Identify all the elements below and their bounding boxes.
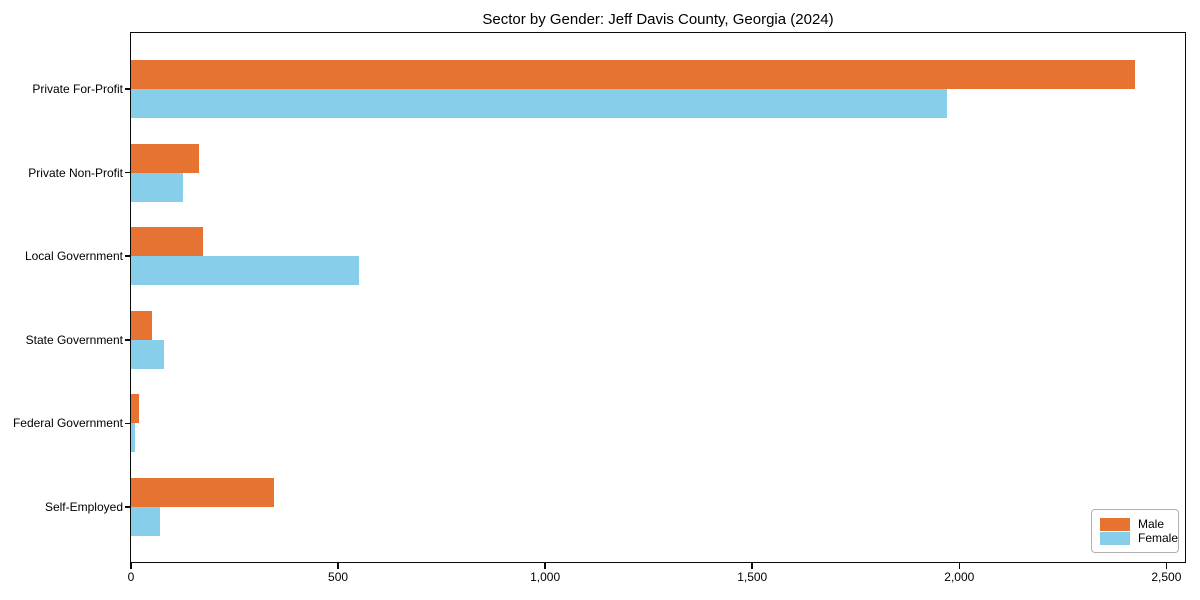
bar-female-local-government bbox=[131, 256, 359, 286]
bar-female-private-non-profit bbox=[131, 172, 183, 202]
legend-item-female: Female bbox=[1100, 531, 1178, 545]
y-tick-label-private-for-profit: Private For-Profit bbox=[32, 82, 123, 96]
y-tick-label-self-employed: Self-Employed bbox=[44, 500, 123, 514]
y-tick-mark bbox=[125, 171, 131, 174]
bar-male-self-employed bbox=[131, 478, 274, 507]
x-tick-mark bbox=[337, 563, 339, 569]
y-tick-label-private-non-profit: Private Non-Profit bbox=[28, 165, 123, 180]
x-tick-label-1500: 1,500 bbox=[737, 570, 768, 584]
bar-male-local-government bbox=[131, 227, 204, 257]
bar-female-federal-government bbox=[131, 423, 136, 453]
y-tick-label-state-government: State Government bbox=[25, 332, 123, 347]
y-tick-mark bbox=[125, 88, 131, 90]
x-tick-mark bbox=[751, 563, 753, 569]
chart-title: Sector by Gender: Jeff Davis County, Geo… bbox=[482, 11, 834, 28]
y-tick-mark bbox=[125, 339, 131, 341]
x-tick-label-1000: 1,000 bbox=[530, 570, 561, 584]
bar-female-state-government bbox=[131, 339, 165, 369]
x-tick-label-500: 500 bbox=[328, 570, 349, 584]
y-tick-mark bbox=[125, 422, 131, 425]
x-tick-mark bbox=[958, 563, 961, 569]
y-tick-mark bbox=[125, 506, 131, 508]
legend-swatch-female bbox=[1100, 531, 1130, 545]
legend-label-male: Male bbox=[1138, 517, 1165, 531]
x-tick-mark bbox=[130, 563, 132, 569]
x-tick-label-0: 0 bbox=[127, 570, 135, 584]
legend-label-female: Female bbox=[1138, 531, 1179, 545]
x-tick-mark bbox=[544, 563, 546, 569]
legend-swatch-male bbox=[1100, 517, 1130, 531]
bar-female-private-for-profit bbox=[131, 89, 947, 118]
y-tick-label-federal-government: Federal Government bbox=[12, 416, 123, 431]
bar-female-self-employed bbox=[131, 507, 160, 536]
bar-male-federal-government bbox=[131, 394, 140, 424]
legend-items: Male Female bbox=[1100, 517, 1178, 545]
x-tick-mark bbox=[1165, 563, 1168, 569]
plot-area bbox=[130, 32, 1186, 563]
bar-male-private-non-profit bbox=[131, 143, 200, 173]
x-tick-label-2500: 2,500 bbox=[1151, 570, 1182, 584]
bar-male-state-government bbox=[131, 310, 152, 340]
y-tick-mark bbox=[125, 255, 131, 257]
y-tick-label-local-government: Local Government bbox=[24, 249, 123, 264]
legend-item-male: Male bbox=[1100, 517, 1170, 531]
bar-male-private-for-profit bbox=[131, 60, 1136, 89]
x-tick-label-2000: 2,000 bbox=[944, 570, 975, 584]
legend: Male Female bbox=[1091, 509, 1179, 553]
